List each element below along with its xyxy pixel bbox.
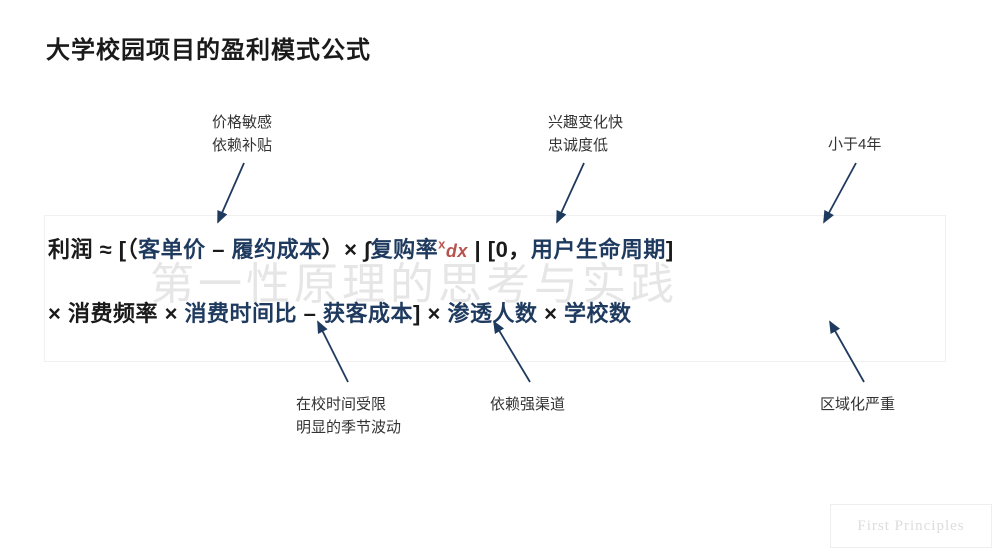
annotation-regional-l1: 区域化严重 xyxy=(820,394,895,417)
annotation-interest-change: 兴趣变化快 忠诚度低 xyxy=(548,112,623,157)
formula-line-2: × 消费频率 × 消费时间比 – 获客成本] × 渗透人数 × 学校数 xyxy=(48,296,632,328)
term-school-count: 学校数 xyxy=(564,301,632,326)
term-customer-acquisition-cost: 获客成本 xyxy=(323,301,413,326)
annotation-arrow xyxy=(824,163,856,222)
formula-line-1: 利润 ≈ [（客单价 – 履约成本）× ∫复购率xdx | [0，用户生命周期] xyxy=(48,232,674,264)
annotation-price-sensitive-l2: 依赖补贴 xyxy=(212,135,272,158)
term-repurchase-rate: 复购率 xyxy=(371,237,439,262)
formula-dx: dx xyxy=(446,241,468,261)
annotation-strong-channel-l1: 依赖强渠道 xyxy=(490,394,565,417)
formula-l1-p2: – xyxy=(206,237,232,262)
footer-first-principles: First Principles xyxy=(830,504,992,548)
term-penetration-count: 渗透人数 xyxy=(447,301,537,326)
annotation-interest-change-l2: 忠诚度低 xyxy=(548,135,623,158)
term-fulfillment-cost: 履约成本 xyxy=(232,237,322,262)
annotation-price-sensitive-l1: 价格敏感 xyxy=(212,112,272,135)
formula-l1-p1: 利润 ≈ [（ xyxy=(48,237,138,262)
term-user-lifetime: 用户生命周期 xyxy=(531,237,666,262)
annotation-less-than-4y-l1: 小于4年 xyxy=(828,134,881,157)
annotation-strong-channel: 依赖强渠道 xyxy=(490,394,565,417)
formula-l2-p1: × 消费频率 × xyxy=(48,301,185,326)
term-unit-price: 客单价 xyxy=(138,237,206,262)
annotation-interest-change-l1: 兴趣变化快 xyxy=(548,112,623,135)
term-consumption-time-ratio: 消费时间比 xyxy=(185,301,298,326)
formula-sup-x: x xyxy=(438,237,446,252)
formula-l2-p4: × xyxy=(537,301,564,326)
formula-l1-p5: ] xyxy=(666,237,674,262)
page-title: 大学校园项目的盈利模式公式 xyxy=(46,30,371,65)
annotation-time-limited: 在校时间受限 明显的季节波动 xyxy=(296,394,401,439)
formula-l1-p3: ）× ∫ xyxy=(322,237,371,262)
annotation-arrow xyxy=(218,163,244,222)
annotation-arrow xyxy=(557,163,584,222)
formula-l2-p2: – xyxy=(297,301,323,326)
annotation-regional: 区域化严重 xyxy=(820,394,895,417)
annotation-time-limited-l1: 在校时间受限 xyxy=(296,394,401,417)
annotation-price-sensitive: 价格敏感 依赖补贴 xyxy=(212,112,272,157)
annotation-less-than-4y: 小于4年 xyxy=(828,134,881,157)
annotation-time-limited-l2: 明显的季节波动 xyxy=(296,417,401,440)
formula-l1-p4: | [0， xyxy=(468,237,531,262)
formula-l2-p3: ] × xyxy=(413,301,447,326)
